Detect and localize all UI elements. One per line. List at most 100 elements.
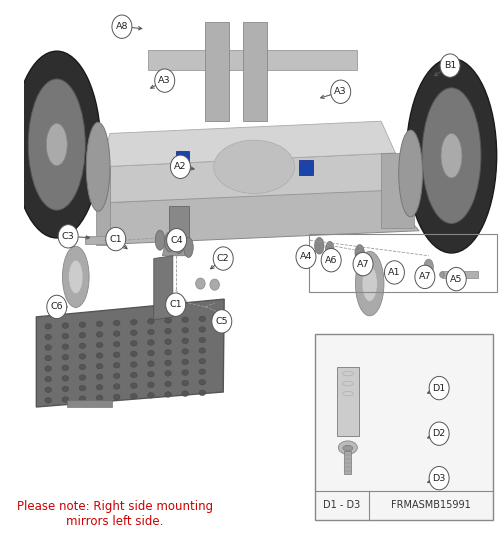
Ellipse shape [96, 395, 103, 400]
Ellipse shape [182, 391, 188, 396]
Circle shape [58, 225, 78, 248]
Ellipse shape [164, 371, 172, 376]
Ellipse shape [79, 354, 86, 359]
Ellipse shape [182, 327, 188, 333]
Ellipse shape [164, 328, 172, 334]
Circle shape [166, 229, 186, 252]
Ellipse shape [114, 352, 120, 358]
Ellipse shape [79, 343, 86, 349]
Ellipse shape [96, 321, 103, 327]
Text: A3: A3 [158, 76, 171, 85]
Ellipse shape [148, 371, 154, 377]
Ellipse shape [164, 381, 172, 387]
Ellipse shape [148, 350, 154, 356]
Bar [442, 271, 478, 278]
Ellipse shape [79, 396, 86, 401]
Ellipse shape [79, 322, 86, 327]
Ellipse shape [182, 317, 188, 322]
Ellipse shape [62, 397, 68, 403]
Ellipse shape [164, 339, 172, 345]
Ellipse shape [182, 370, 188, 375]
Text: C5: C5 [216, 317, 228, 326]
Text: B1: B1 [444, 61, 456, 70]
Circle shape [440, 54, 460, 77]
Ellipse shape [45, 398, 52, 403]
Ellipse shape [96, 364, 103, 369]
Ellipse shape [130, 383, 137, 388]
Bar [300, 160, 312, 175]
Ellipse shape [440, 272, 444, 277]
Polygon shape [162, 245, 191, 256]
Circle shape [166, 293, 186, 316]
Ellipse shape [45, 376, 52, 382]
Ellipse shape [45, 334, 52, 340]
Text: C3: C3 [62, 232, 74, 241]
Ellipse shape [62, 386, 68, 391]
Ellipse shape [45, 345, 52, 350]
Ellipse shape [343, 445, 353, 451]
Bar [309, 234, 496, 292]
Ellipse shape [174, 234, 184, 254]
Text: C2: C2 [217, 254, 230, 263]
Ellipse shape [79, 332, 86, 338]
Ellipse shape [148, 361, 154, 366]
Ellipse shape [338, 441, 357, 454]
Ellipse shape [199, 379, 205, 385]
Circle shape [321, 249, 341, 272]
Circle shape [296, 245, 316, 269]
Ellipse shape [326, 241, 334, 257]
Ellipse shape [362, 266, 378, 301]
Ellipse shape [182, 359, 188, 365]
Ellipse shape [79, 364, 86, 370]
Ellipse shape [118, 237, 124, 243]
Circle shape [47, 295, 67, 319]
Circle shape [213, 247, 233, 270]
Ellipse shape [164, 350, 172, 355]
Ellipse shape [214, 140, 294, 193]
Ellipse shape [199, 369, 205, 375]
Ellipse shape [130, 394, 137, 399]
Ellipse shape [114, 394, 120, 400]
Text: D3: D3 [432, 474, 446, 483]
Circle shape [384, 261, 404, 284]
Polygon shape [205, 22, 229, 121]
Ellipse shape [96, 342, 103, 348]
Polygon shape [148, 50, 358, 70]
Ellipse shape [199, 390, 205, 396]
Ellipse shape [62, 365, 68, 371]
Polygon shape [100, 189, 419, 245]
Circle shape [429, 376, 449, 400]
Text: A3: A3 [334, 87, 347, 96]
Ellipse shape [130, 373, 137, 378]
Ellipse shape [62, 334, 68, 339]
Ellipse shape [148, 319, 154, 324]
Ellipse shape [96, 385, 103, 390]
Circle shape [112, 15, 132, 38]
Ellipse shape [86, 122, 110, 211]
Ellipse shape [199, 359, 205, 364]
Ellipse shape [45, 366, 52, 371]
Ellipse shape [68, 260, 83, 294]
Circle shape [446, 267, 466, 291]
Bar [338, 367, 359, 436]
Ellipse shape [196, 278, 205, 289]
Ellipse shape [148, 340, 154, 345]
Polygon shape [381, 153, 414, 228]
Circle shape [170, 155, 190, 178]
Ellipse shape [182, 338, 188, 344]
Bar [176, 151, 189, 167]
Ellipse shape [164, 232, 174, 252]
Text: D2: D2 [432, 429, 446, 438]
Text: D1: D1 [432, 384, 446, 393]
Text: A6: A6 [325, 256, 338, 265]
Ellipse shape [199, 327, 205, 332]
Ellipse shape [62, 355, 68, 360]
Ellipse shape [114, 363, 120, 368]
Circle shape [106, 227, 126, 251]
Text: C1: C1 [170, 300, 182, 309]
Ellipse shape [130, 330, 137, 336]
Ellipse shape [148, 393, 154, 398]
Polygon shape [243, 22, 267, 121]
Circle shape [154, 69, 174, 92]
Ellipse shape [148, 329, 154, 335]
